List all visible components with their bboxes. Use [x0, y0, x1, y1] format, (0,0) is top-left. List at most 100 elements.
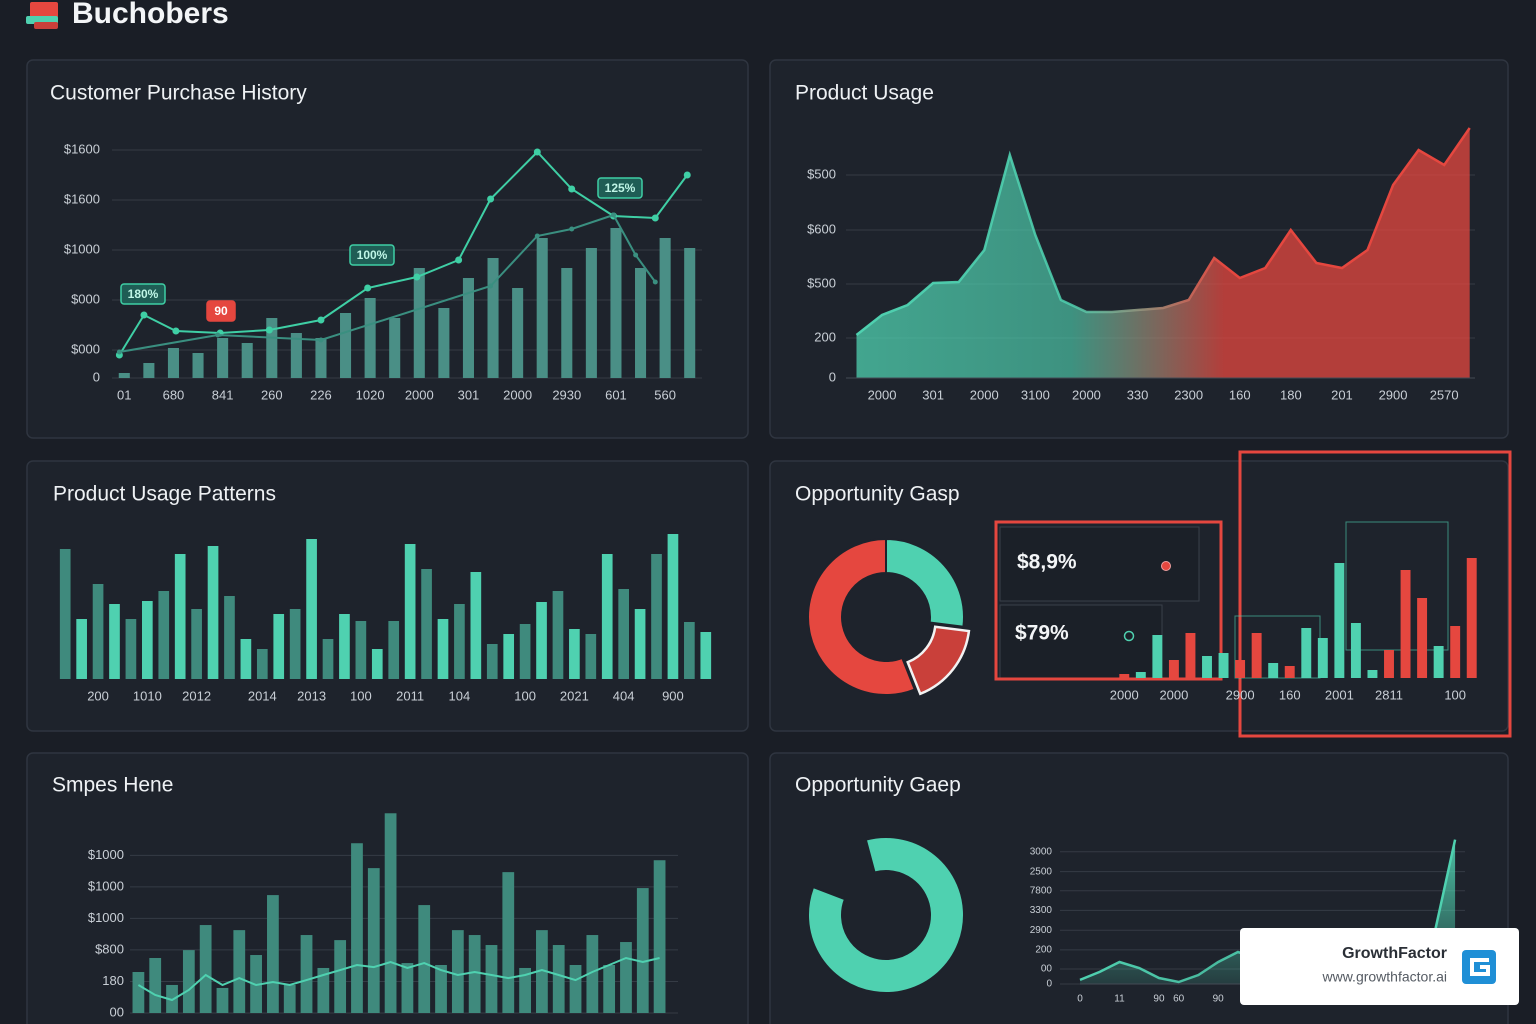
bar	[437, 619, 449, 679]
x-tick-label: 560	[654, 387, 676, 402]
bar	[536, 602, 547, 679]
logo	[26, 2, 58, 29]
bar	[653, 860, 666, 1013]
x-tick-label: 2001	[1325, 687, 1354, 702]
bar	[167, 348, 179, 378]
line-point	[683, 171, 691, 179]
bar	[1135, 672, 1146, 678]
bar	[470, 572, 482, 679]
bar	[438, 308, 450, 378]
bar	[233, 930, 246, 1013]
bar	[1168, 660, 1179, 678]
y-tick-label: $500	[807, 275, 836, 290]
bar	[1367, 670, 1378, 678]
y-tick-label: $1600	[64, 141, 100, 156]
bar	[454, 604, 465, 679]
bar	[620, 942, 632, 1013]
bar	[1202, 656, 1212, 678]
bar	[149, 957, 162, 1013]
bar	[224, 596, 235, 679]
bar	[59, 549, 71, 679]
bar	[256, 649, 268, 679]
x-tick-label: 2014	[248, 688, 277, 703]
bar	[322, 639, 334, 679]
x-tick-label: 330	[1127, 387, 1149, 402]
x-tick-label: 2000	[1110, 687, 1139, 702]
bar	[468, 935, 481, 1013]
bar	[1119, 674, 1130, 678]
bar	[384, 813, 397, 1013]
x-tick-label: 100	[350, 688, 372, 703]
badge-url: www.growthfactor.ai	[1322, 969, 1448, 985]
x-tick-label: 301	[922, 387, 944, 402]
x-tick-label: 0	[1077, 994, 1083, 1005]
bar	[306, 539, 317, 679]
bar	[1450, 626, 1461, 678]
line	[137, 956, 660, 1002]
bar	[618, 589, 630, 679]
x-tick-label: 160	[1279, 687, 1301, 702]
line-point	[569, 226, 575, 232]
x-tick-label: 2811	[1375, 687, 1403, 702]
line-point	[568, 185, 576, 193]
bar	[174, 554, 186, 679]
line-point	[611, 212, 616, 218]
bar	[502, 872, 515, 1013]
donut-slice	[885, 537, 965, 628]
line-point	[116, 349, 122, 355]
line-point	[140, 311, 148, 319]
bar	[300, 935, 313, 1013]
x-tick-label: 1020	[356, 387, 385, 402]
x-tick-label: 841	[212, 387, 234, 402]
x-tick-label: 260	[261, 387, 283, 402]
annotation-box	[206, 300, 236, 322]
y-tick-label: $1000	[64, 241, 100, 256]
annotation: 90	[214, 304, 228, 318]
x-tick-label: 60	[1173, 994, 1185, 1005]
bar	[1433, 646, 1444, 678]
x-tick-label: 900	[662, 688, 684, 703]
panel-title: Opportunity Gasp	[795, 483, 960, 506]
bar	[569, 629, 580, 679]
bar	[651, 554, 662, 679]
bar	[586, 935, 599, 1013]
bar	[1185, 633, 1196, 678]
annotation: 180%	[128, 287, 159, 301]
bar	[1400, 570, 1411, 678]
x-tick-label: 201	[1331, 387, 1353, 402]
x-tick-label: 160	[1229, 387, 1251, 402]
line-point	[364, 284, 372, 292]
bar	[1466, 558, 1477, 678]
x-tick-label: 100	[514, 688, 536, 703]
bar	[158, 591, 170, 679]
donut-slice	[906, 625, 971, 696]
bar	[421, 569, 432, 679]
x-tick-label: 90	[1213, 994, 1225, 1005]
bar	[1317, 638, 1328, 678]
bar	[267, 895, 279, 1013]
line-point	[317, 316, 325, 324]
annotation-box	[597, 177, 643, 199]
area	[856, 128, 1470, 378]
bar	[92, 584, 104, 679]
bar	[1235, 660, 1246, 678]
y-tick-label: $800	[95, 941, 124, 956]
badge-name: GrowthFactor	[1342, 945, 1447, 962]
line-point	[652, 279, 658, 285]
x-tick-label: 2011	[396, 688, 424, 703]
y-tick-label: 00	[110, 1004, 124, 1019]
x-tick-label: 200	[87, 688, 109, 703]
line-point	[533, 148, 541, 156]
bar	[462, 278, 474, 378]
line-point	[455, 256, 463, 264]
x-tick-label: 2900	[1379, 387, 1408, 402]
bar	[273, 614, 285, 679]
x-tick-label: 3100	[1021, 387, 1050, 402]
line-point	[172, 327, 180, 335]
bar	[512, 288, 524, 378]
panel-title: Product Usage Patterns	[53, 483, 276, 506]
bar	[1384, 650, 1394, 678]
y-tick-label: 2900	[1030, 925, 1053, 936]
x-tick-label: 2000	[970, 387, 999, 402]
y-tick-label: 200	[814, 329, 836, 344]
